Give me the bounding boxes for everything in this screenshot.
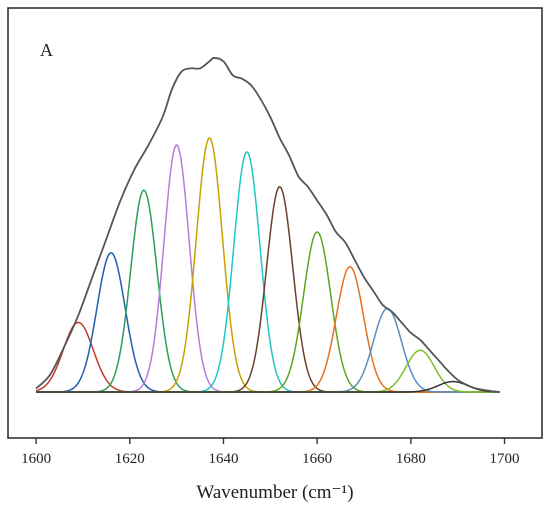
- plot-frame: [7, 7, 543, 439]
- x-tick-label: 1600: [21, 451, 51, 467]
- x-axis-title: Wavenumber (cm⁻¹): [196, 482, 353, 503]
- panel-label: A: [40, 40, 53, 60]
- component-peak-3: [36, 189, 500, 393]
- component-peak-6: [36, 150, 500, 393]
- x-tick-label: 1680: [396, 451, 426, 467]
- component-peak-12: [36, 380, 500, 393]
- x-tick-label: 1620: [115, 451, 145, 467]
- x-tick-label: 1640: [208, 451, 238, 467]
- component-peak-1: [35, 321, 500, 393]
- x-tick-label: 1660: [302, 451, 332, 467]
- x-tick-label: 1700: [490, 451, 520, 467]
- component-peak-7: [36, 185, 500, 393]
- component-peaks: [35, 136, 500, 393]
- component-peak-11: [36, 349, 500, 393]
- component-peak-4: [36, 143, 500, 393]
- x-axis-ticks: 1600 1620 1640 1660 1680 1700: [21, 438, 520, 467]
- envelope-curve: [35, 57, 500, 393]
